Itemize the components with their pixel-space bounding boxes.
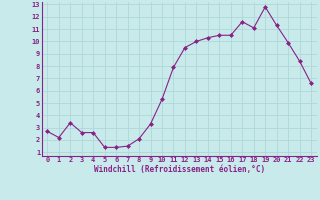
X-axis label: Windchill (Refroidissement éolien,°C): Windchill (Refroidissement éolien,°C) bbox=[94, 165, 265, 174]
